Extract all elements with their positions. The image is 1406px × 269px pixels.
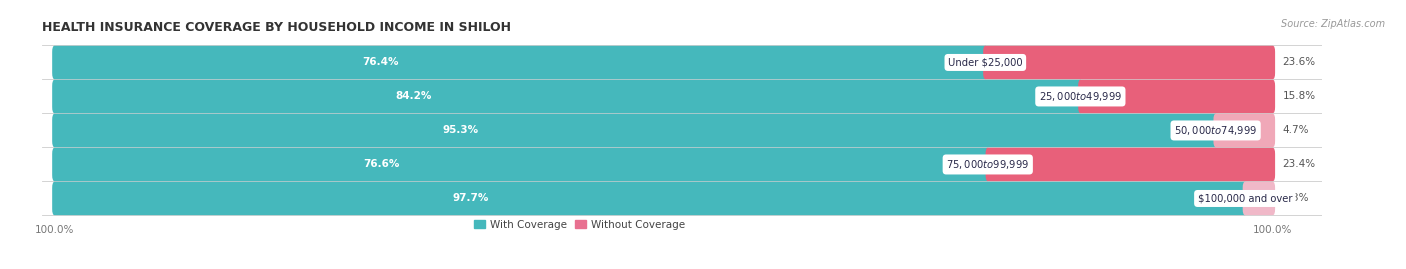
Bar: [55, 45, 1272, 79]
Text: HEALTH INSURANCE COVERAGE BY HOUSEHOLD INCOME IN SHILOH: HEALTH INSURANCE COVERAGE BY HOUSEHOLD I…: [42, 21, 512, 34]
FancyBboxPatch shape: [52, 46, 987, 79]
Text: Under $25,000: Under $25,000: [948, 58, 1022, 68]
Text: 97.7%: 97.7%: [453, 193, 489, 203]
Text: 23.4%: 23.4%: [1282, 160, 1316, 169]
Text: $75,000 to $99,999: $75,000 to $99,999: [946, 158, 1029, 171]
Bar: [55, 147, 1272, 182]
Bar: [55, 182, 1272, 215]
Text: 15.8%: 15.8%: [1282, 91, 1316, 101]
Text: 95.3%: 95.3%: [443, 125, 479, 136]
FancyBboxPatch shape: [52, 182, 1247, 215]
FancyBboxPatch shape: [1078, 80, 1275, 113]
FancyBboxPatch shape: [52, 114, 1218, 147]
Bar: [55, 114, 1272, 147]
Text: 76.6%: 76.6%: [363, 160, 399, 169]
Text: Source: ZipAtlas.com: Source: ZipAtlas.com: [1281, 19, 1385, 29]
Text: 4.7%: 4.7%: [1282, 125, 1309, 136]
FancyBboxPatch shape: [1213, 114, 1275, 147]
Legend: With Coverage, Without Coverage: With Coverage, Without Coverage: [474, 220, 685, 230]
Bar: [55, 79, 1272, 114]
FancyBboxPatch shape: [986, 148, 1275, 181]
FancyBboxPatch shape: [52, 148, 990, 181]
Text: 76.4%: 76.4%: [361, 58, 398, 68]
FancyBboxPatch shape: [983, 46, 1275, 79]
Text: 2.3%: 2.3%: [1282, 193, 1309, 203]
Text: $25,000 to $49,999: $25,000 to $49,999: [1039, 90, 1122, 103]
Text: 84.2%: 84.2%: [395, 91, 432, 101]
FancyBboxPatch shape: [1243, 182, 1275, 215]
Text: $100,000 and over: $100,000 and over: [1198, 193, 1292, 203]
Text: 23.6%: 23.6%: [1282, 58, 1316, 68]
Text: $50,000 to $74,999: $50,000 to $74,999: [1174, 124, 1257, 137]
FancyBboxPatch shape: [52, 80, 1083, 113]
